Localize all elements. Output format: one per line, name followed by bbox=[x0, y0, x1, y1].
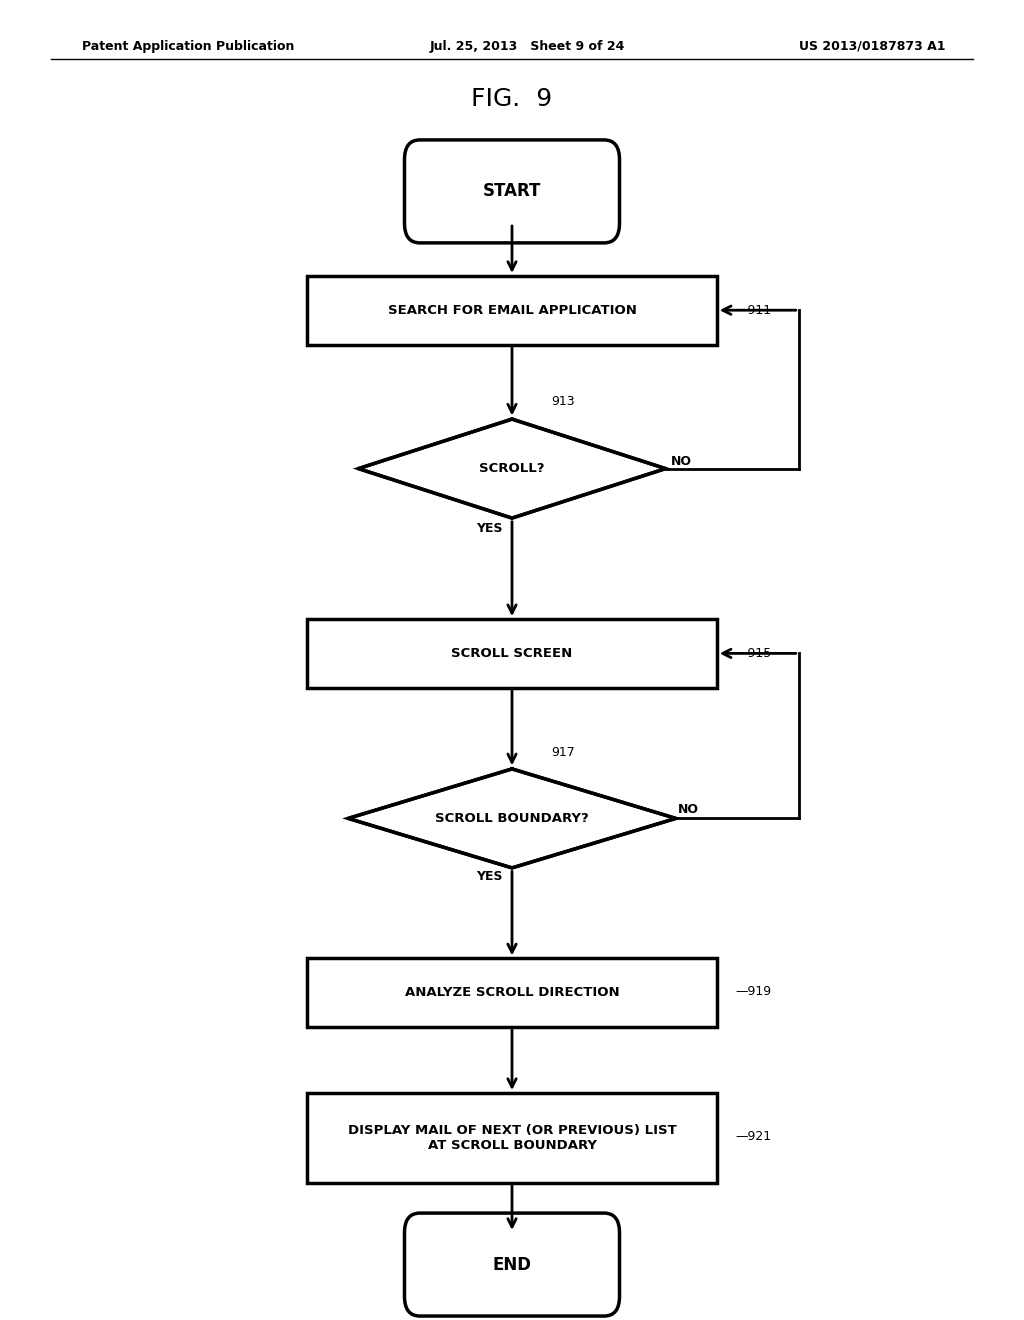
Text: US 2013/0187873 A1: US 2013/0187873 A1 bbox=[799, 40, 945, 53]
Text: —919: —919 bbox=[735, 985, 771, 998]
Text: DISPLAY MAIL OF NEXT (OR PREVIOUS) LIST
AT SCROLL BOUNDARY: DISPLAY MAIL OF NEXT (OR PREVIOUS) LIST … bbox=[347, 1123, 677, 1152]
FancyBboxPatch shape bbox=[307, 619, 717, 688]
Text: END: END bbox=[493, 1255, 531, 1274]
Text: —911: —911 bbox=[735, 304, 771, 317]
Text: NO: NO bbox=[671, 454, 692, 467]
Text: NO: NO bbox=[678, 803, 699, 816]
Text: Patent Application Publication: Patent Application Publication bbox=[82, 40, 294, 53]
Text: ANALYZE SCROLL DIRECTION: ANALYZE SCROLL DIRECTION bbox=[404, 986, 620, 999]
Text: FIG.  9: FIG. 9 bbox=[471, 87, 553, 111]
FancyBboxPatch shape bbox=[307, 958, 717, 1027]
Text: Jul. 25, 2013   Sheet 9 of 24: Jul. 25, 2013 Sheet 9 of 24 bbox=[430, 40, 626, 53]
FancyBboxPatch shape bbox=[404, 1213, 620, 1316]
Polygon shape bbox=[348, 768, 676, 869]
Polygon shape bbox=[358, 420, 666, 517]
Text: SCROLL?: SCROLL? bbox=[479, 462, 545, 475]
Text: SEARCH FOR EMAIL APPLICATION: SEARCH FOR EMAIL APPLICATION bbox=[387, 304, 637, 317]
Text: YES: YES bbox=[476, 870, 503, 883]
FancyBboxPatch shape bbox=[307, 1093, 717, 1183]
Text: 913: 913 bbox=[551, 395, 574, 408]
Text: SCROLL BOUNDARY?: SCROLL BOUNDARY? bbox=[435, 812, 589, 825]
FancyBboxPatch shape bbox=[307, 276, 717, 345]
Text: SCROLL SCREEN: SCROLL SCREEN bbox=[452, 647, 572, 660]
Text: YES: YES bbox=[476, 521, 503, 535]
Text: 917: 917 bbox=[551, 746, 574, 759]
FancyBboxPatch shape bbox=[404, 140, 620, 243]
Text: —921: —921 bbox=[735, 1130, 771, 1143]
Text: —915: —915 bbox=[735, 647, 771, 660]
Text: START: START bbox=[482, 182, 542, 201]
